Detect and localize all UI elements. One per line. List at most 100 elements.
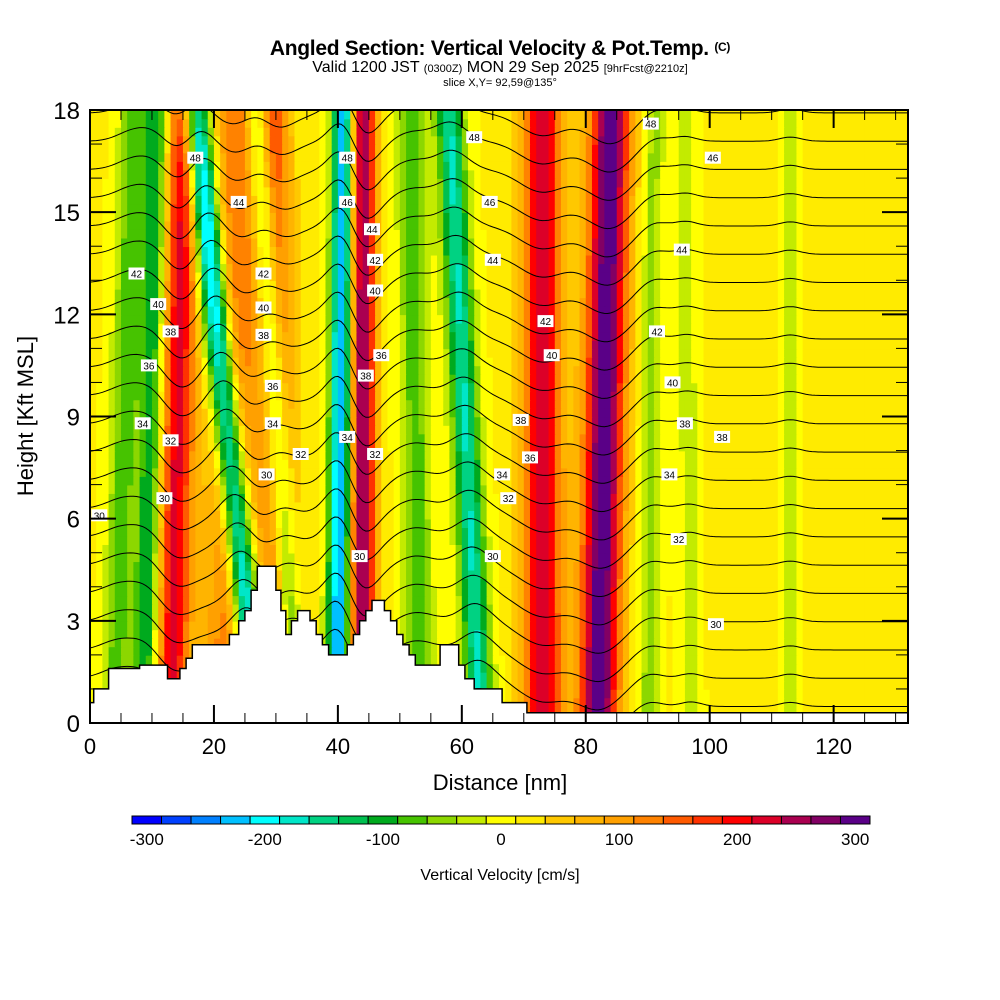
field-cell (666, 646, 674, 656)
field-cell (579, 620, 587, 631)
field-cell (821, 561, 829, 571)
field-cell (449, 425, 457, 435)
field-cell (474, 552, 482, 563)
field-cell (325, 578, 333, 588)
field-cell (406, 578, 414, 588)
field-cell (226, 450, 234, 460)
field-cell (864, 705, 872, 716)
field-cell (839, 697, 847, 707)
field-cell (759, 493, 767, 503)
field-cell (468, 425, 476, 435)
field-cell (821, 552, 829, 563)
field-cell (709, 629, 717, 639)
field-cell (344, 620, 352, 631)
field-cell (424, 442, 432, 452)
field-cell (325, 467, 333, 477)
field-cell (790, 688, 798, 699)
field-cell (691, 680, 699, 690)
field-cell (170, 527, 178, 537)
field-cell (771, 535, 779, 545)
field-cell (889, 442, 897, 452)
field-cell (554, 467, 562, 477)
field-cell (399, 561, 407, 571)
field-cell (362, 595, 370, 605)
field-cell (517, 399, 525, 409)
field-cell (852, 425, 860, 435)
field-cell (653, 595, 661, 605)
field-cell (207, 442, 215, 452)
field-cell (368, 399, 376, 409)
field-cell (691, 467, 699, 477)
field-cell (653, 535, 661, 545)
field-cell (201, 425, 209, 435)
field-cell (759, 612, 767, 622)
field-cell (393, 425, 401, 435)
field-cell (288, 484, 296, 494)
field-cell (108, 433, 116, 443)
field-cell (647, 407, 655, 418)
field-cell (344, 450, 352, 460)
field-cell (406, 569, 414, 580)
field-cell (207, 527, 215, 537)
field-cell (263, 425, 271, 435)
field-cell (96, 527, 104, 537)
field-cell (511, 637, 519, 648)
field-cell (833, 586, 841, 597)
field-cell (784, 612, 792, 622)
field-cell (499, 569, 506, 580)
field-cell (461, 484, 469, 494)
field-cell (883, 646, 891, 656)
field-cell (499, 484, 506, 494)
field-cell (827, 586, 835, 597)
field-cell (406, 459, 414, 469)
field-cell (387, 603, 395, 614)
field-cell (641, 578, 649, 588)
field-cell (784, 544, 792, 554)
field-cell (728, 688, 736, 699)
field-cell (461, 629, 469, 639)
field-cell (641, 637, 649, 648)
field-cell (542, 595, 550, 605)
field-cell (275, 407, 283, 418)
field-cell (883, 535, 891, 545)
field-cell (356, 459, 364, 469)
field-cell (505, 671, 513, 682)
field-cell (660, 535, 668, 545)
field-cell (858, 705, 866, 716)
field-cell (424, 484, 432, 494)
field-cell (759, 459, 767, 469)
field-cell (877, 425, 885, 435)
field-cell (647, 459, 655, 469)
field-cell (331, 535, 339, 545)
field-cell (740, 663, 748, 673)
field-cell (765, 688, 773, 699)
field-cell (412, 425, 420, 435)
field-cell (158, 620, 166, 631)
field-cell (176, 535, 184, 545)
field-cell (282, 416, 290, 426)
field-cell (703, 501, 711, 511)
valid-date: MON 29 Sep 2025 (466, 59, 600, 76)
field-cell (703, 578, 711, 588)
field-cell (170, 484, 178, 494)
field-cell (548, 595, 556, 605)
field-cell (424, 416, 432, 426)
field-cell (201, 510, 209, 520)
field-cell (821, 688, 829, 699)
field-cell (90, 595, 97, 605)
field-cell (492, 620, 500, 631)
field-cell (176, 450, 184, 460)
field-cell (703, 629, 711, 639)
field-cell (728, 578, 736, 588)
field-cell (870, 561, 878, 571)
field-cell (777, 527, 785, 537)
field-cell (480, 467, 488, 477)
field-cell (207, 407, 215, 418)
field-cell (393, 569, 401, 580)
field-cell (226, 561, 234, 571)
field-cell (381, 535, 389, 545)
field-cell (337, 620, 345, 631)
field-cell (96, 476, 104, 486)
field-cell (505, 484, 513, 494)
field-cell (889, 586, 897, 597)
